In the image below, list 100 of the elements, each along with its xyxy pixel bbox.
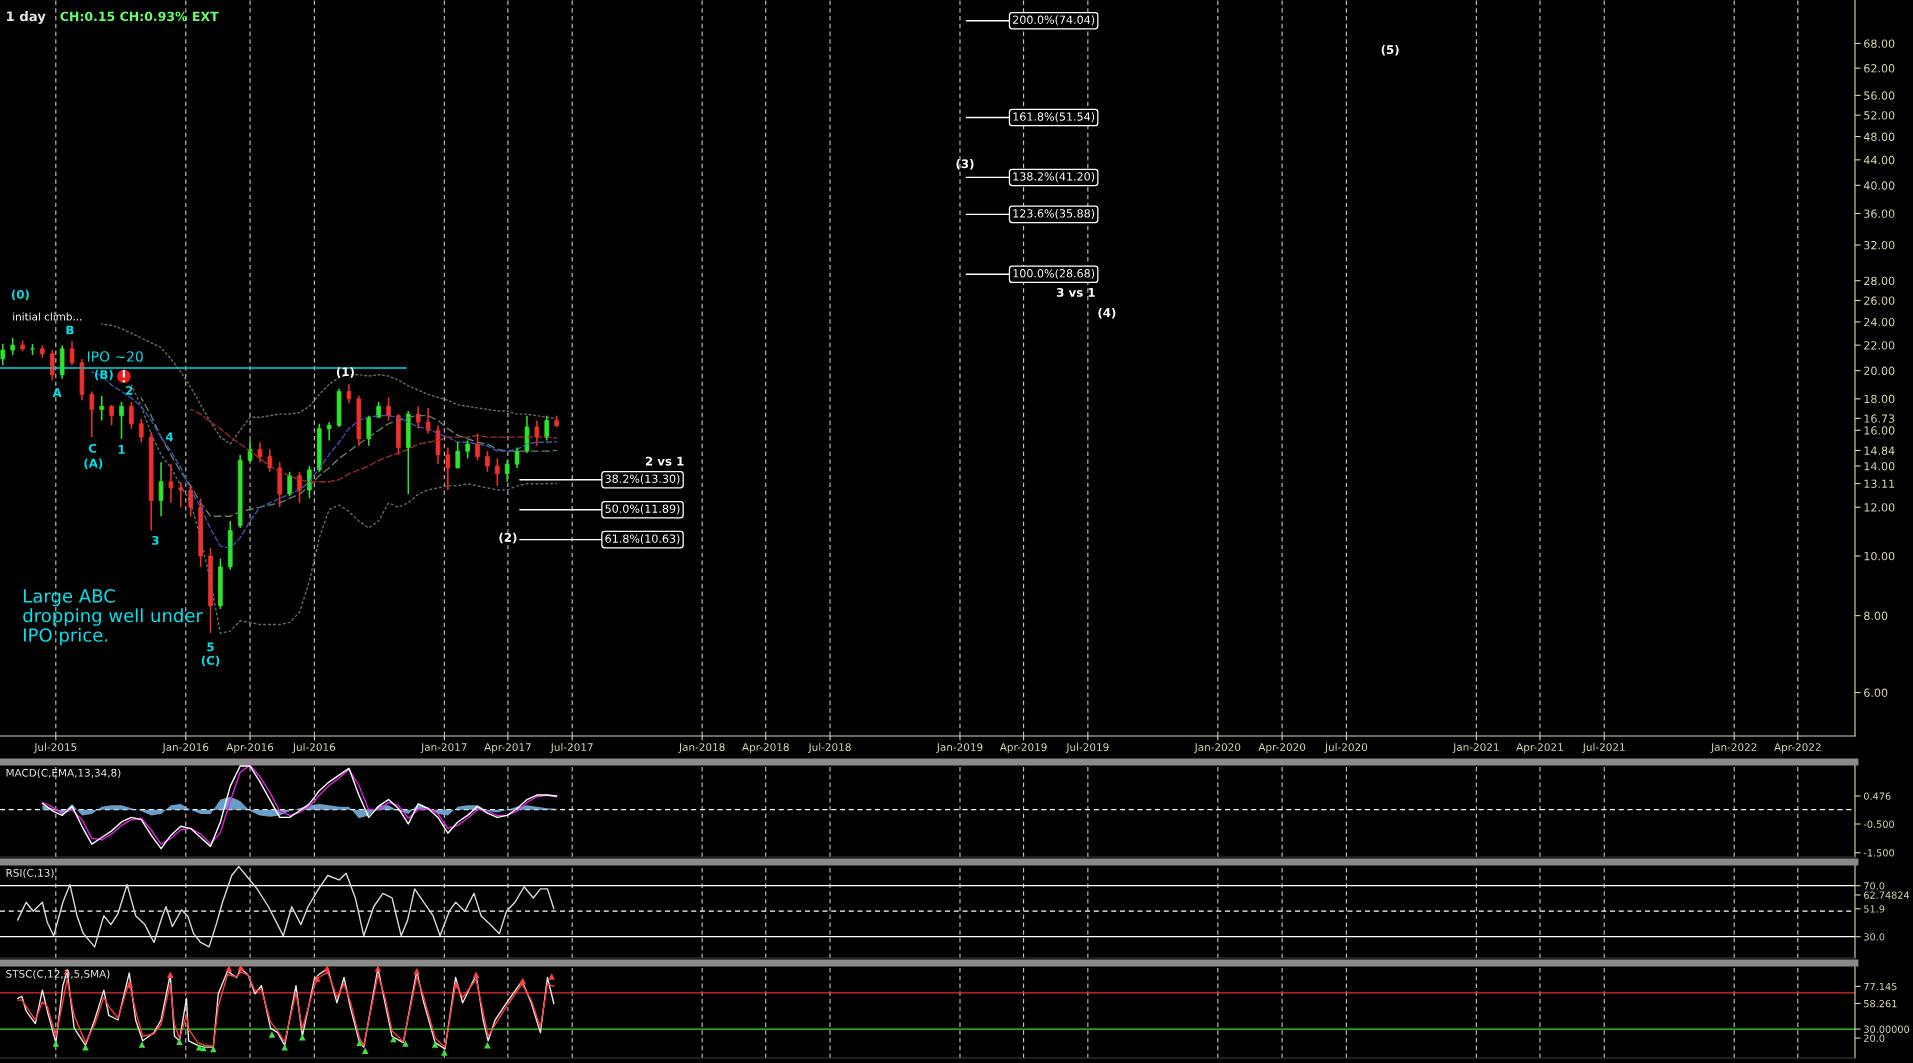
point — [472, 971, 480, 979]
y-tick-label: 28.00 — [1864, 276, 1895, 286]
y-tick-label: 40.00 — [1863, 181, 1895, 190]
y-tick-label: 6.00 — [1864, 688, 1888, 697]
y-tick-label: 62.74824 — [1864, 891, 1910, 899]
point — [413, 967, 421, 975]
y-tick-label: 10.00 — [1864, 551, 1895, 561]
x-tick-label: Jul-2021 — [1582, 742, 1625, 753]
y-tick-label: 32.00 — [1864, 240, 1895, 250]
y-tick-label: 22.00 — [1864, 341, 1895, 350]
annotation: (3) — [956, 159, 974, 170]
point — [52, 1040, 60, 1047]
annotation: C — [88, 443, 97, 453]
y-tick-label: 52.00 — [1864, 111, 1895, 120]
annotation: 5 — [207, 642, 214, 652]
y-tick-label: 56.00 — [1864, 91, 1895, 100]
x-tick-label: Apr-2019 — [999, 743, 1047, 754]
line-series — [140, 397, 558, 517]
data-label: 61.8%(10.63) — [605, 534, 680, 545]
text: MACD(C,EMA,13,34,8) — [6, 768, 121, 778]
annotation: B — [66, 325, 74, 335]
x-tick-label: Apr-2020 — [1258, 743, 1306, 754]
x-tick-label: Jan-2020 — [1194, 743, 1241, 753]
annotation: 2 vs 1 — [645, 456, 684, 466]
point — [548, 973, 555, 980]
point — [210, 1045, 217, 1053]
candlestick — [495, 457, 500, 487]
x-tick-label: Jan-2016 — [162, 743, 209, 753]
point — [374, 965, 382, 972]
x-tick-label: Apr-2022 — [1774, 743, 1821, 754]
y-tick-label: 0.476 — [1863, 792, 1891, 800]
y-tick-label: 68.00 — [1864, 39, 1895, 48]
data-label: 123.6%(35.88) — [1013, 209, 1095, 219]
y-tick-label: 30.0 — [1864, 933, 1885, 941]
point — [453, 981, 460, 988]
x-tick-label: Jan-2018 — [678, 743, 725, 753]
y-tick-label: -0.500 — [1863, 820, 1895, 828]
text: 1 day — [7, 11, 46, 24]
candlestick — [178, 480, 184, 508]
data-label: 100.0%(28.68) — [1013, 268, 1095, 279]
point — [166, 971, 174, 979]
y-tick-label: 24.00 — [1864, 317, 1895, 327]
x-tick-label: Jul-2020 — [1324, 742, 1368, 753]
x-tick-label: Jul-2015 — [33, 742, 77, 753]
annotation: initial climb... — [13, 312, 82, 321]
x-tick-label: Jul-2017 — [550, 742, 593, 753]
x-tick-label: Jan-2019 — [936, 743, 983, 753]
annotation: 4 — [165, 432, 174, 442]
x-tick-label: Apr-2021 — [1516, 743, 1563, 754]
y-tick-label: 18.00 — [1864, 394, 1895, 404]
annotation: (5) — [1381, 44, 1399, 56]
y-tick-label: 30.00000 — [1864, 1025, 1910, 1033]
data-label: 38.2%(13.30) — [605, 474, 680, 485]
annotation: 3 vs 1 — [1057, 287, 1095, 297]
x-tick-label: Jan-2021 — [1452, 743, 1499, 753]
y-tick-label: 16.73 — [1864, 414, 1895, 423]
y-tick-label: 8.00 — [1864, 611, 1888, 621]
annotation: 3 — [152, 535, 159, 545]
point — [356, 1039, 363, 1046]
candlestick — [99, 395, 105, 422]
point — [313, 975, 321, 982]
x-tick-label: Jul-2019 — [1065, 742, 1109, 753]
point — [138, 1041, 146, 1048]
point — [402, 1040, 409, 1047]
point — [323, 965, 331, 972]
data-label: 138.2%(41.20) — [1013, 172, 1095, 182]
annotation: A — [52, 388, 62, 397]
point — [431, 1041, 439, 1048]
y-tick-label: 58.261 — [1864, 999, 1897, 1008]
point — [361, 1047, 369, 1055]
x-tick-label: Apr-2018 — [742, 743, 789, 754]
annotation: IPO ~20 — [87, 351, 143, 362]
annotation: (2) — [499, 532, 517, 544]
x-tick-label: Jul-2018 — [808, 742, 851, 753]
point — [237, 964, 245, 971]
data-label: 161.8%(51.54) — [1013, 112, 1095, 123]
x-tick-label: Apr-2017 — [484, 743, 531, 754]
x-tick-label: Apr-2016 — [226, 743, 274, 754]
point — [268, 1031, 276, 1038]
y-tick-label: 70.0 — [1864, 882, 1885, 890]
annotation: (0) — [11, 289, 29, 301]
y-tick-label: 14.84 — [1864, 446, 1895, 455]
point — [441, 1049, 448, 1056]
y-tick-label: 26.00 — [1864, 296, 1895, 305]
annotation: (C) — [201, 655, 220, 667]
y-tick-label: 20.00 — [1864, 366, 1895, 376]
annotation: (1) — [336, 367, 354, 378]
y-tick-label: 16.00 — [1864, 426, 1895, 435]
point — [176, 1038, 183, 1045]
annotation: 2 — [126, 385, 133, 395]
y-tick-label: 14.00 — [1864, 461, 1895, 471]
y-tick-label: 20.0 — [1864, 1034, 1885, 1042]
data-label: 50.0%(11.89) — [605, 504, 680, 515]
y-tick-label: 12.00 — [1864, 503, 1895, 512]
annotation: (4) — [1098, 307, 1116, 319]
candlestick — [485, 450, 490, 473]
y-tick-label: 51.9 — [1864, 905, 1885, 913]
point — [225, 965, 233, 972]
candlestick — [138, 418, 144, 444]
y-tick-label: -1.500 — [1863, 849, 1895, 857]
